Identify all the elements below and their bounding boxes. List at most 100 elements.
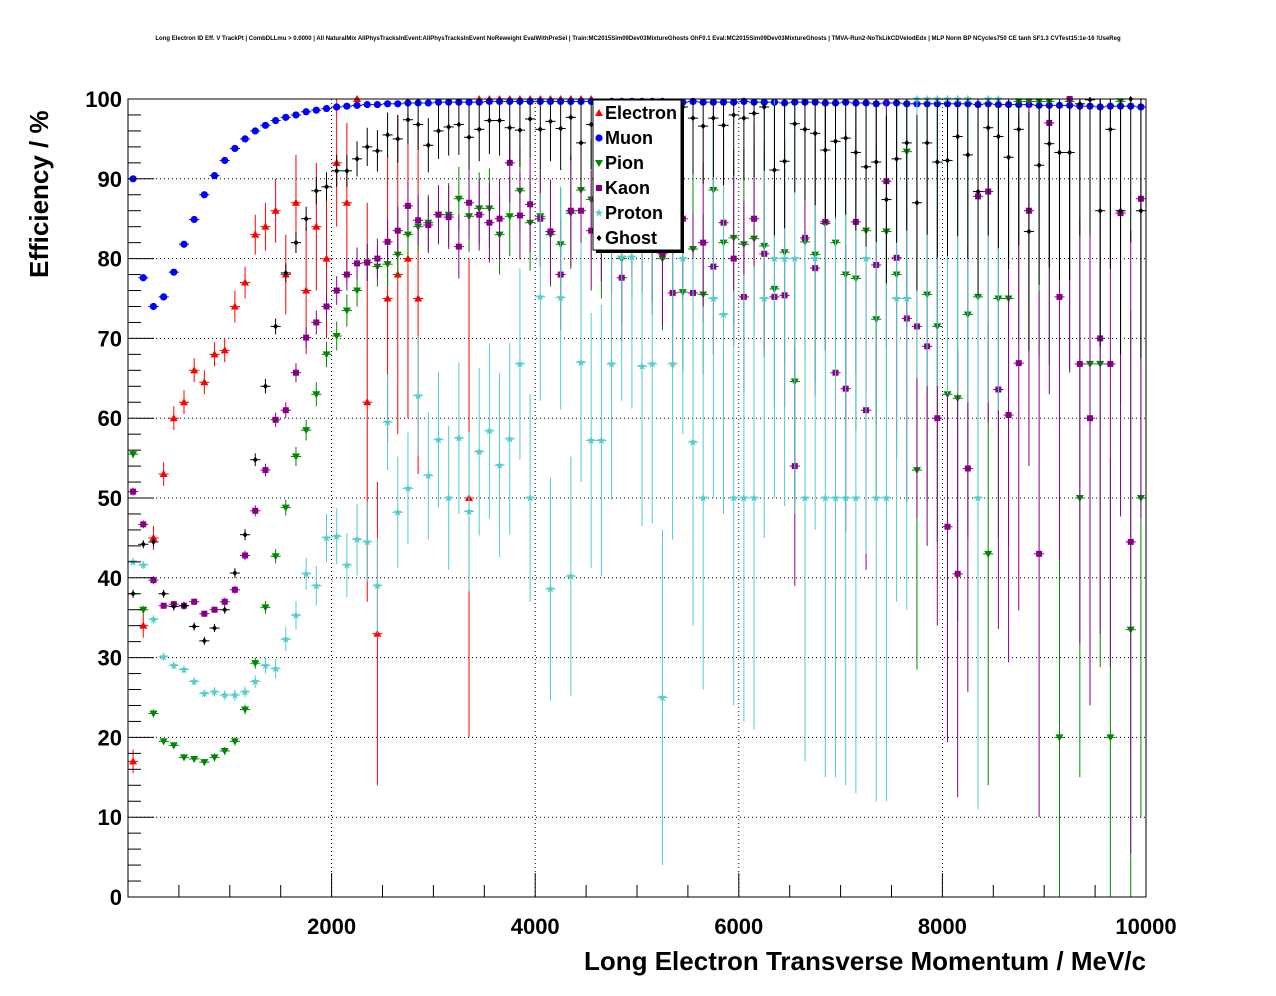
data-point <box>302 427 311 435</box>
x-tick-label: 4000 <box>511 914 560 939</box>
data-point <box>232 570 238 577</box>
legend-marker-kaon <box>596 185 602 191</box>
data-point <box>363 398 372 406</box>
data-point <box>597 436 606 445</box>
data-point <box>678 254 688 263</box>
data-point <box>272 416 279 423</box>
data-point <box>383 294 392 302</box>
data-point <box>354 260 361 267</box>
data-point <box>812 130 818 137</box>
data-point <box>322 254 331 262</box>
data-point <box>1106 734 1115 742</box>
data-point <box>1015 360 1022 367</box>
y-tick-label: 40 <box>98 566 122 591</box>
data-point <box>179 398 188 406</box>
data-point <box>261 121 270 129</box>
data-point <box>403 483 413 493</box>
data-point <box>1107 360 1114 367</box>
data-point <box>242 552 249 559</box>
data-point <box>373 581 382 590</box>
data-point <box>719 309 728 319</box>
data-point <box>586 436 596 445</box>
data-series <box>128 94 1146 897</box>
data-point <box>1127 538 1134 545</box>
data-point <box>220 690 229 699</box>
legend-marker-muon <box>595 134 603 142</box>
data-point <box>394 100 402 108</box>
data-point <box>984 550 993 558</box>
data-point <box>262 467 269 474</box>
series-ghost <box>128 96 1146 645</box>
data-point <box>403 231 412 239</box>
data-point <box>140 541 146 548</box>
data-point <box>924 139 930 146</box>
data-point <box>212 625 218 632</box>
data-point <box>964 465 971 472</box>
data-point <box>200 378 209 386</box>
data-point <box>292 369 299 376</box>
data-point <box>454 195 463 203</box>
data-point <box>659 250 666 257</box>
data-point <box>373 100 382 109</box>
data-point <box>139 621 148 629</box>
data-point <box>230 302 239 310</box>
data-point <box>332 333 341 341</box>
data-point <box>383 261 392 269</box>
data-point <box>413 391 423 400</box>
legend-marker-ghost <box>596 235 602 241</box>
data-point <box>456 121 462 128</box>
data-point <box>190 366 199 374</box>
data-point <box>546 584 555 593</box>
data-point <box>1055 734 1064 742</box>
data-point <box>200 689 209 698</box>
data-point <box>170 268 178 276</box>
data-point <box>527 201 534 208</box>
data-point <box>282 113 290 121</box>
data-point <box>322 533 331 542</box>
data-point <box>352 535 362 544</box>
data-point <box>578 207 585 214</box>
legend-label-muon: Muon <box>605 128 653 148</box>
y-tick-label: 10 <box>98 805 122 830</box>
data-point <box>273 323 279 330</box>
y-tick-label: 60 <box>98 406 122 431</box>
data-point <box>333 103 341 111</box>
data-point <box>240 687 250 696</box>
legend-marker-proton <box>594 208 604 217</box>
data-point <box>800 493 810 502</box>
data-point <box>668 359 677 368</box>
data-point <box>435 127 441 134</box>
data-point <box>465 98 473 106</box>
y-tick-label: 20 <box>98 725 122 750</box>
data-point <box>201 637 207 644</box>
data-point <box>780 254 789 263</box>
data-point <box>333 287 340 294</box>
data-point <box>904 139 910 146</box>
data-point <box>751 215 758 222</box>
data-point <box>129 451 138 459</box>
data-point <box>647 359 657 368</box>
data-point <box>566 571 576 580</box>
data-point <box>882 493 891 502</box>
data-point <box>302 286 311 294</box>
legend: Electron Muon Pion Kaon Proton Ghost <box>592 99 684 253</box>
data-point <box>455 243 462 250</box>
data-point <box>291 610 301 619</box>
data-point <box>271 553 280 561</box>
data-point <box>424 99 432 107</box>
data-point <box>281 504 290 512</box>
data-point <box>792 120 798 127</box>
data-point <box>171 603 177 610</box>
data-point <box>914 199 920 206</box>
data-point <box>710 115 716 122</box>
data-point <box>313 319 320 326</box>
data-point <box>281 634 291 643</box>
data-point <box>821 493 830 502</box>
data-point <box>312 222 321 230</box>
data-point <box>251 127 259 135</box>
data-point <box>139 606 148 614</box>
data-point <box>180 240 188 248</box>
data-point <box>353 101 361 109</box>
data-point <box>241 278 250 286</box>
data-point <box>425 222 432 229</box>
